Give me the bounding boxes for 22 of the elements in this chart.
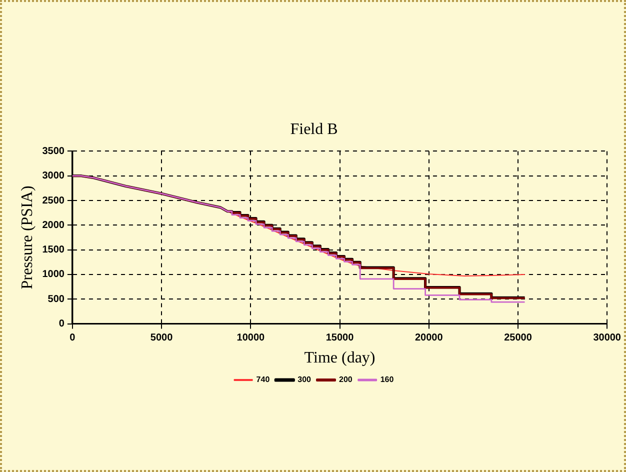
legend-label: 160: [380, 375, 394, 384]
y-tick-label: 1000: [42, 269, 65, 280]
x-tick-label: 20000: [414, 332, 444, 344]
x-tick-label: 15000: [326, 332, 354, 344]
y-tick-label: 500: [48, 294, 65, 305]
y-axis-title: Pressure (PSIA): [18, 186, 36, 290]
y-tick-label: 3000: [42, 170, 65, 182]
y-tick-label: 0: [58, 318, 65, 330]
y-tick-label: 2000: [42, 220, 65, 231]
legend-label: 200: [339, 375, 353, 384]
y-tick-label: 1500: [42, 244, 65, 256]
x-tick-label: 30000: [593, 332, 622, 344]
y-tick-label: 3500: [42, 146, 65, 157]
x-tick-label: 0: [70, 332, 76, 344]
x-tick-label: 25000: [504, 332, 532, 344]
x-axis-title: Time (day): [304, 350, 376, 367]
chart-title: Field B: [290, 120, 338, 138]
legend-label: 740: [256, 375, 270, 384]
x-tick-label: 5000: [150, 332, 174, 344]
x-tick-label: 10000: [236, 332, 266, 344]
y-tick-label: 2500: [42, 195, 65, 206]
legend-label: 300: [298, 375, 312, 384]
